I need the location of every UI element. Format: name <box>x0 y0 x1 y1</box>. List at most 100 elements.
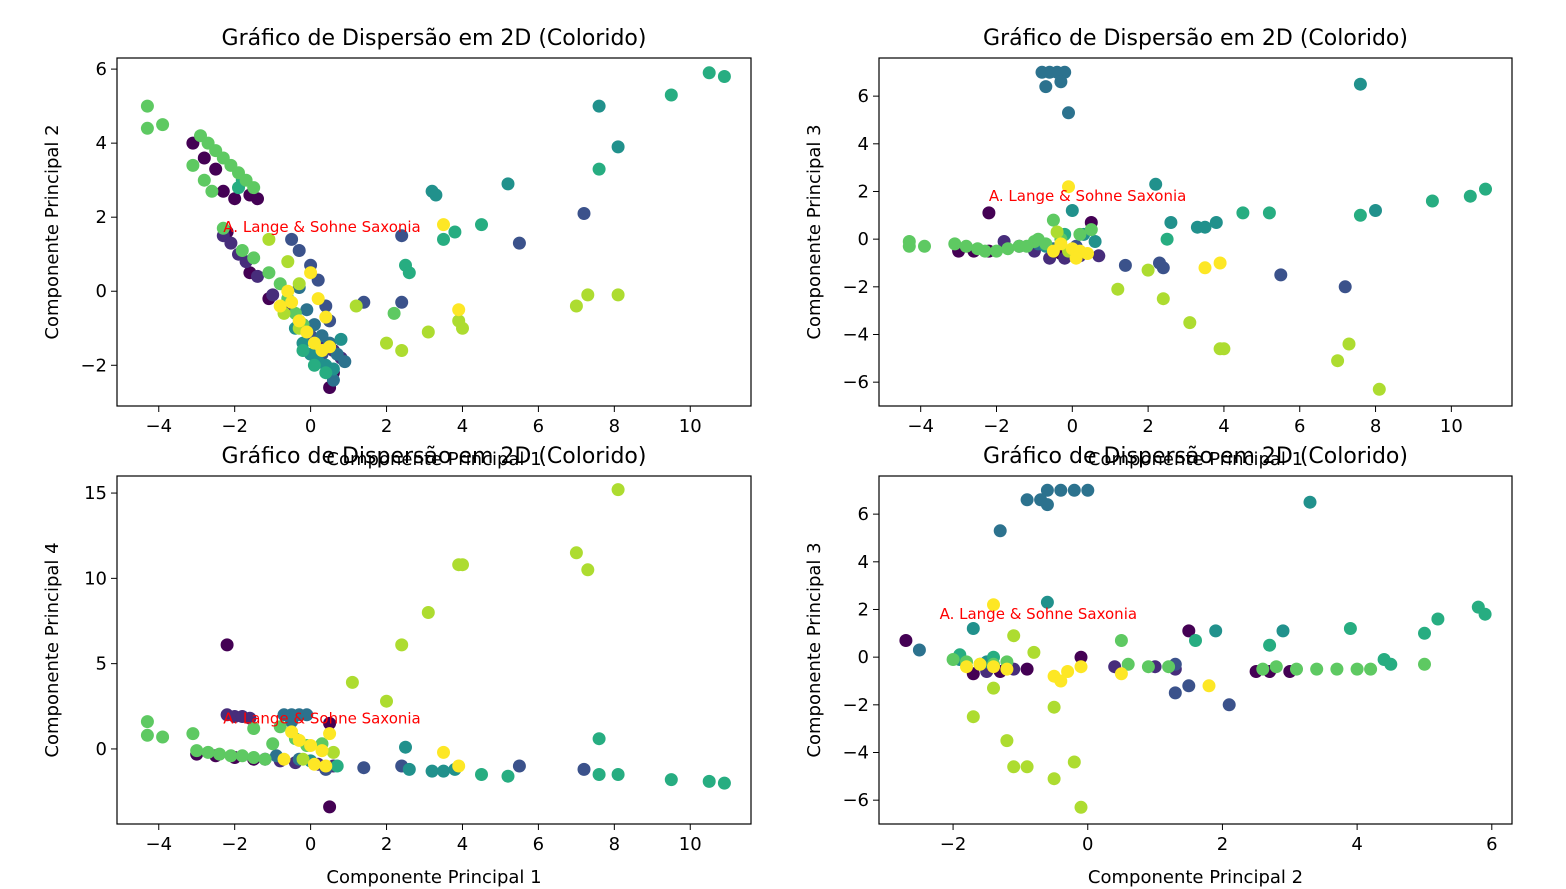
y-tick-label: 2 <box>858 599 869 620</box>
scatter-point <box>266 288 280 302</box>
scatter-point <box>512 759 526 773</box>
scatter-point <box>1372 382 1386 396</box>
scatter-point <box>702 774 716 788</box>
scatter-point <box>228 192 242 206</box>
scatter-point <box>247 251 261 265</box>
y-tick-label: 4 <box>858 552 869 573</box>
scatter-point <box>1338 280 1352 294</box>
scatter-point <box>592 162 606 176</box>
scatter-point <box>475 768 488 781</box>
x-tick-label: 4 <box>1218 416 1229 437</box>
chart-title: Gráfico de Dispersão em 2D (Colorido) <box>222 444 647 469</box>
scatter-point <box>1084 223 1098 237</box>
scatter-point <box>395 344 409 357</box>
scatter-point <box>987 598 1000 612</box>
scatter-point <box>577 762 591 776</box>
scatter-point <box>380 694 393 708</box>
chart-title: Gráfico de Dispersão em 2D (Colorido) <box>983 26 1408 51</box>
scatter-point <box>319 310 333 324</box>
scatter-point <box>966 710 980 724</box>
scatter-point <box>592 732 606 746</box>
scatter-point <box>205 184 219 198</box>
y-tick-label: −2 <box>842 277 869 298</box>
x-tick-label: 4 <box>457 834 468 855</box>
scatter-point <box>1149 177 1163 191</box>
scatter-point <box>319 759 333 773</box>
scatter-point <box>1364 662 1378 676</box>
scatter-point <box>235 244 249 257</box>
scatter-point <box>1209 624 1223 638</box>
scatter-point <box>1342 337 1356 351</box>
scatter-point <box>1062 180 1075 194</box>
scatter-point <box>1054 483 1068 497</box>
plot-area <box>117 58 751 406</box>
scatter-point <box>1330 662 1344 676</box>
scatter-point <box>338 355 352 369</box>
data-points <box>902 65 1492 396</box>
y-tick-label: −2 <box>80 355 107 376</box>
scatter-point <box>512 236 526 250</box>
annotation-label: A. Lange & Sohne Saxonia <box>223 709 420 727</box>
scatter-point <box>273 299 287 313</box>
scatter-point <box>611 483 625 497</box>
scatter-point <box>611 768 625 781</box>
scatter-point <box>292 314 306 328</box>
scatter-point <box>319 366 333 380</box>
scatter-point <box>581 563 595 577</box>
y-axis-title: Componente Principal 2 <box>42 124 63 339</box>
scatter-point <box>1067 755 1081 769</box>
scatter-point <box>717 776 731 790</box>
x-axis-title: Componente Principal 1 <box>1088 449 1303 470</box>
scatter-point <box>899 634 913 647</box>
scatter-point <box>300 303 314 317</box>
scatter-point <box>1088 235 1102 248</box>
scatter-point <box>292 244 306 257</box>
x-tick-label: −4 <box>907 416 934 437</box>
scatter-point <box>611 140 625 154</box>
scatter-point <box>664 88 678 102</box>
scatter-point <box>330 759 344 773</box>
scatter-point <box>1213 256 1227 270</box>
scatter-point <box>1111 282 1125 296</box>
scatter-point <box>1054 75 1068 89</box>
y-axis-title: Componente Principal 3 <box>804 124 825 339</box>
scatter-point <box>1061 665 1075 678</box>
scatter-panel-1: A. Lange & Sohne Saxonia −4 −2 0 2 4 6 8 10 −2 0 2 4… <box>42 26 752 470</box>
y-tick-label: 0 <box>858 229 869 250</box>
scatter-point <box>1182 624 1196 638</box>
scatter-point <box>1074 650 1088 664</box>
scatter-point <box>1418 626 1431 640</box>
scatter-point <box>201 745 215 759</box>
scatter-point <box>1046 213 1060 227</box>
scatter-point <box>395 295 409 309</box>
scatter-point <box>296 344 310 357</box>
scatter-point <box>1263 638 1277 652</box>
scatter-point <box>987 681 1000 695</box>
scatter-point <box>1081 247 1094 260</box>
scatter-point <box>1050 225 1064 239</box>
scatter-point <box>307 358 321 372</box>
x-tick-label: 6 <box>533 834 544 855</box>
scatter-point <box>959 239 973 253</box>
scatter-point <box>1074 660 1088 674</box>
scatter-point <box>1183 316 1197 330</box>
scatter-point <box>1156 261 1170 275</box>
scatter-point <box>1290 662 1303 676</box>
scatter-point <box>326 745 340 759</box>
plot-frame <box>878 57 1513 407</box>
scatter-point <box>292 277 306 291</box>
scatter-point <box>395 229 409 243</box>
scatter-point <box>262 266 276 280</box>
scatter-point <box>1478 607 1492 621</box>
scatter-point <box>569 299 583 313</box>
scatter-point <box>592 768 606 781</box>
x-axis-title: Componente Principal 2 <box>1088 867 1303 888</box>
scatter-point <box>349 299 363 313</box>
scatter-point <box>1256 662 1270 676</box>
scatter-point <box>190 744 204 758</box>
y-tick-label: −2 <box>842 695 869 716</box>
scatter-point <box>285 295 299 309</box>
scatter-point <box>311 292 325 306</box>
x-tick-label: −2 <box>221 834 248 855</box>
scatter-point <box>247 751 261 764</box>
